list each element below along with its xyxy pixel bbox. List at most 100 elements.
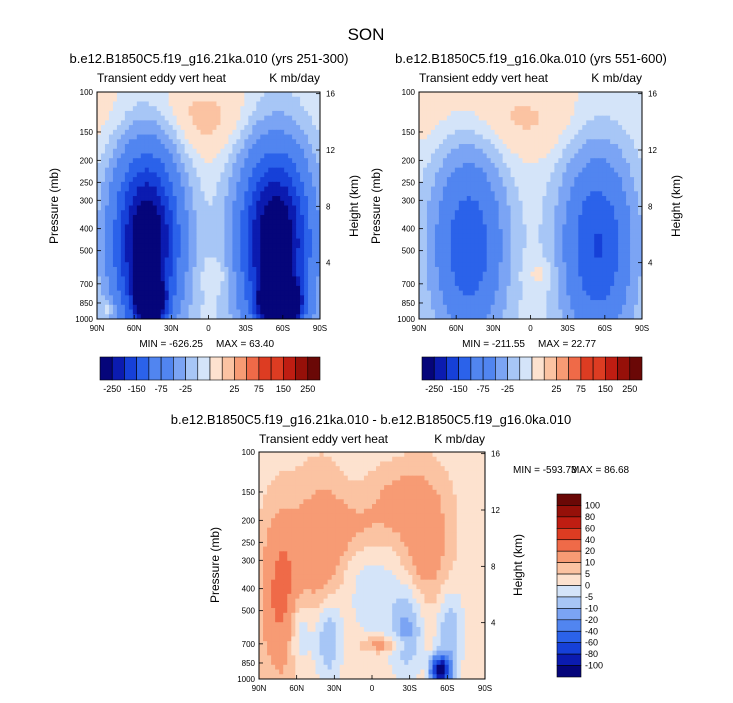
contour-cell — [296, 153, 301, 159]
contour-cell — [312, 252, 317, 258]
contour-cell — [128, 281, 134, 287]
contour-cell — [108, 196, 114, 202]
contour-cell — [586, 134, 591, 140]
contour-cell — [212, 219, 217, 225]
contour-cell — [288, 96, 293, 102]
contour-cell — [494, 181, 500, 187]
contour-cell — [590, 172, 595, 178]
contour-cell — [252, 115, 257, 121]
contour-cell — [482, 196, 488, 202]
contour-cell — [248, 92, 253, 98]
contour-cell — [522, 252, 527, 258]
contour-cell — [606, 153, 611, 159]
contour-cell — [252, 186, 257, 192]
contour-cell — [582, 177, 587, 183]
contour-cell — [454, 106, 460, 112]
contour-cell — [558, 248, 563, 254]
contour-cell — [450, 186, 456, 192]
contour-cell — [188, 177, 193, 183]
contour-cell — [308, 238, 313, 244]
contour-cell — [176, 153, 182, 159]
contour-cell — [514, 120, 519, 126]
contour-cell — [534, 115, 539, 121]
contour-cell — [188, 139, 193, 145]
contour-cell — [434, 257, 440, 263]
contour-cell — [534, 167, 539, 173]
contour-cell — [518, 205, 523, 211]
contour-cell — [264, 162, 269, 169]
contour-cell — [618, 120, 623, 126]
contour-cell — [164, 271, 170, 277]
contour-cell — [526, 266, 531, 273]
contour-cell — [284, 139, 289, 145]
contour-cell — [97, 196, 102, 202]
contour-cell — [586, 252, 591, 258]
contour-cell — [582, 233, 587, 240]
contour-cell — [132, 172, 138, 178]
contour-cell — [486, 125, 492, 131]
contour-cell — [260, 167, 265, 173]
contour-cell — [530, 101, 535, 107]
contour-cell — [506, 115, 511, 121]
contour-cell — [180, 262, 186, 268]
contour-cell — [630, 153, 635, 159]
contour-cell — [260, 281, 265, 287]
contour-cell — [618, 200, 623, 206]
contour-cell — [614, 224, 619, 230]
contour-cell — [152, 290, 158, 296]
contour-cell — [248, 162, 253, 169]
contour-cell — [422, 96, 428, 102]
contour-cell — [498, 129, 504, 135]
contour-cell — [124, 257, 130, 263]
contour-cell — [466, 224, 472, 230]
contour-cell — [578, 125, 583, 131]
contour-cell — [208, 172, 213, 178]
contour-cell — [200, 92, 205, 98]
contour-cell — [132, 139, 138, 145]
contour-cell — [598, 219, 603, 225]
contour-cell — [244, 238, 249, 244]
contour-cell — [240, 266, 245, 273]
contour-cell — [172, 196, 178, 202]
contour-cell — [426, 158, 432, 164]
contour-cell — [454, 125, 460, 131]
contour-cell — [184, 125, 189, 131]
contour-cell — [550, 125, 555, 131]
contour-cell — [276, 158, 281, 164]
contour-cell — [546, 144, 551, 150]
contour-cell — [490, 200, 496, 206]
contour-cell — [506, 96, 511, 102]
contour-cell — [240, 295, 245, 301]
contour-cell — [514, 214, 519, 221]
contour-cell — [264, 144, 269, 150]
contour-cell — [482, 110, 488, 117]
contour-cell — [97, 158, 102, 164]
contour-cell — [184, 134, 189, 140]
contour-cell — [430, 96, 436, 102]
contour-cell — [419, 229, 424, 235]
contour-cell — [474, 158, 480, 164]
contour-cell — [626, 106, 631, 112]
contour-cell — [128, 129, 134, 135]
contour-cell — [144, 120, 150, 126]
contour-cell — [220, 257, 225, 263]
contour-cell — [558, 106, 563, 112]
contour-cell — [248, 262, 253, 268]
contour-cell — [152, 106, 158, 112]
panel-right-variable-label: Transient eddy vert heat — [419, 71, 549, 85]
contour-cell — [180, 252, 186, 258]
contour-cell — [538, 181, 543, 187]
contour-cell — [272, 158, 277, 164]
contour-cell — [256, 214, 261, 221]
contour-cell — [236, 252, 241, 258]
contour-cell — [160, 106, 166, 112]
contour-cell — [470, 276, 476, 282]
contour-cell — [192, 181, 197, 187]
contour-cell — [176, 210, 182, 216]
contour-cell — [156, 219, 162, 225]
contour-cell — [128, 106, 134, 112]
contour-cell — [614, 214, 619, 221]
contour-cell — [208, 101, 213, 107]
contour-cell — [192, 134, 197, 140]
contour-cell — [284, 243, 289, 249]
